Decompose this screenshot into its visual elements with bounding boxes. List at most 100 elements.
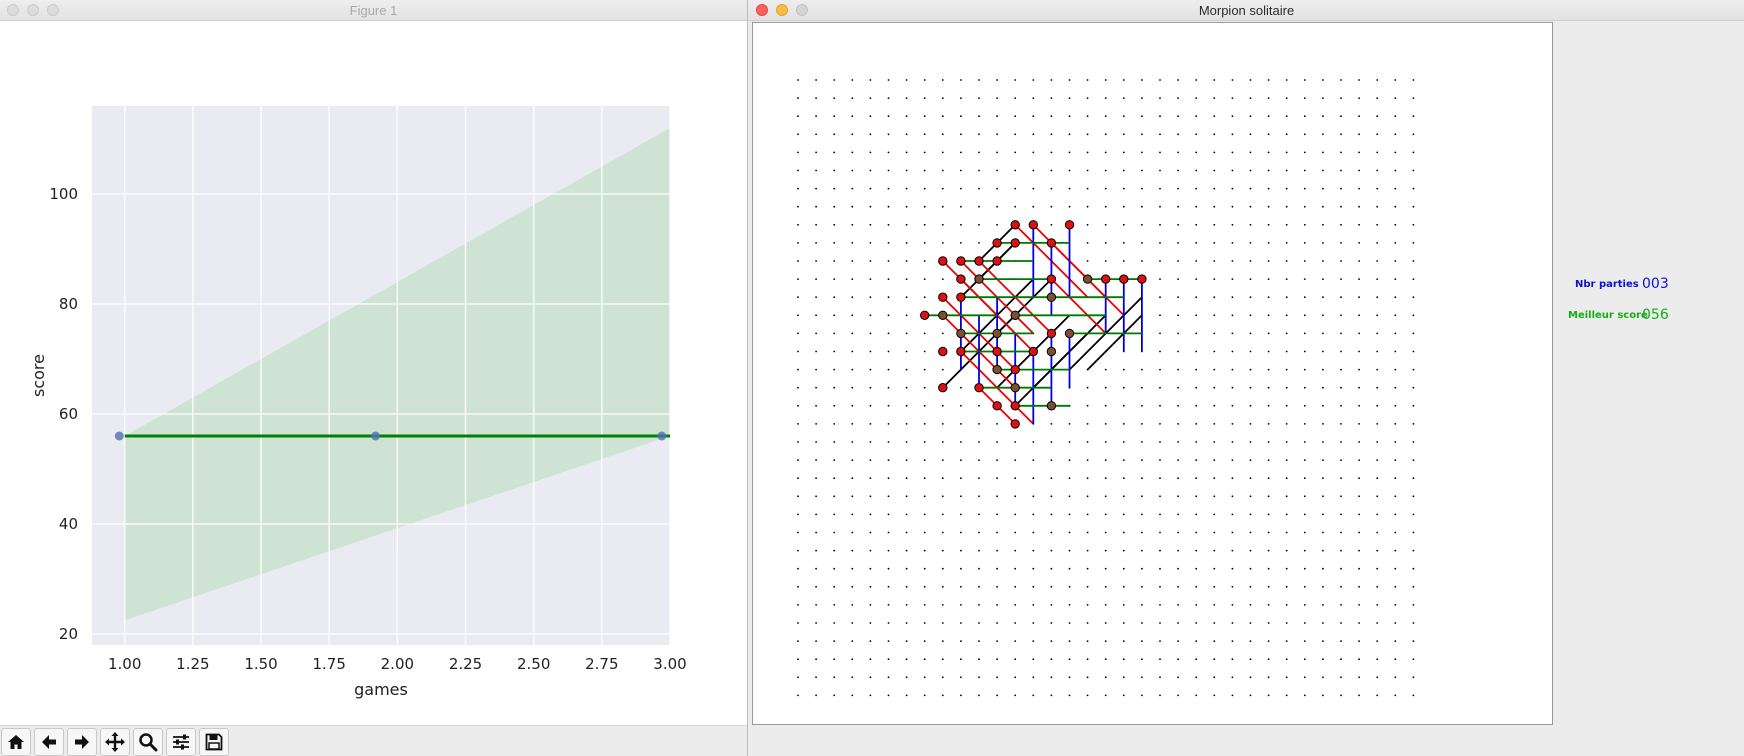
grid-dot [1050, 115, 1053, 118]
board-grid[interactable] [753, 23, 1554, 726]
figure-toolbar [0, 725, 747, 756]
grid-dot [1141, 97, 1143, 99]
grid-dot [1394, 495, 1397, 498]
regression-chart[interactable]: 1.00 1.25 1.50 1.75 2.00 2.25 2.50 2.75 3.00 20 40… [0, 21, 747, 725]
grid-dot [1068, 549, 1071, 552]
grid-dot [1104, 549, 1107, 552]
grid-dot [1195, 423, 1198, 425]
back-button[interactable] [34, 728, 64, 756]
zoom-window-icon[interactable] [796, 4, 808, 16]
close-icon[interactable] [7, 4, 19, 16]
grid-dot [1340, 640, 1342, 642]
grid-dot [1394, 477, 1397, 480]
grid-dot [797, 278, 799, 280]
grid-dot [1068, 151, 1071, 154]
plot-area[interactable]: 1.00 1.25 1.50 1.75 2.00 2.25 2.50 2.75 3.00 20 40… [0, 21, 747, 725]
grid-dot [905, 531, 908, 534]
grid-dot [978, 694, 980, 697]
pan-button[interactable] [100, 728, 130, 756]
grid-dot [1412, 404, 1415, 407]
grid-dot [1267, 332, 1270, 335]
grid-dot [1412, 115, 1415, 118]
grid-dot [1322, 441, 1324, 443]
grid-dot [1014, 477, 1017, 480]
grid-dot [1086, 205, 1089, 208]
grid-dot [1104, 404, 1107, 407]
figure-titlebar[interactable]: Figure 1 [0, 0, 747, 21]
grid-dot [1376, 694, 1379, 697]
grid-dot [1394, 115, 1397, 118]
minimize-icon[interactable] [27, 4, 39, 16]
grid-dot [1412, 133, 1415, 136]
grid-dot [996, 79, 998, 81]
grid-dot [1322, 205, 1324, 208]
grid-dot [996, 676, 998, 679]
grid-dot [887, 386, 890, 389]
zoom-button[interactable] [133, 728, 163, 756]
game-board[interactable] [752, 22, 1553, 725]
grid-dot [1394, 296, 1397, 299]
grid-dot [1086, 169, 1089, 172]
grid-dot [905, 513, 908, 516]
arrow-left-icon [42, 735, 56, 749]
grid-dot [833, 513, 836, 516]
grid-dot [960, 567, 962, 570]
game-titlebar[interactable]: Morpion solitaire [748, 0, 1744, 21]
grid-dot [923, 567, 926, 570]
grid-dot [1231, 314, 1234, 317]
grid-dot [1231, 459, 1234, 461]
grid-dot [1358, 459, 1360, 461]
grid-dot [1014, 205, 1017, 208]
grid-dot [1050, 549, 1053, 552]
close-icon[interactable] [756, 4, 768, 16]
zoom-window-icon[interactable] [47, 4, 59, 16]
grid-dot [1177, 585, 1179, 588]
minimize-icon[interactable] [776, 4, 788, 16]
grid-dot [1412, 604, 1415, 606]
grid-dot [887, 676, 890, 679]
grid-dot [905, 97, 908, 99]
grid-dot [941, 622, 944, 624]
grid-dot [887, 350, 890, 353]
grid-dot [1303, 332, 1306, 335]
grid-dot [1068, 495, 1071, 498]
grid-dot [1285, 549, 1288, 552]
grid-dot [1086, 386, 1089, 389]
home-button[interactable] [1, 728, 31, 756]
forward-button[interactable] [67, 728, 97, 756]
grid-dot [1086, 404, 1089, 407]
grid-dot [1032, 187, 1035, 190]
grid-dot [960, 404, 962, 407]
grid-dot [1231, 332, 1234, 335]
grid-dot [1285, 531, 1288, 534]
grid-dot [1086, 151, 1089, 154]
grid-dot [1104, 441, 1107, 443]
grid-dot [978, 604, 980, 606]
grid-dot [1322, 223, 1324, 226]
grid-dot [960, 441, 962, 443]
grid-dot [1104, 133, 1107, 136]
grid-dot [1376, 169, 1379, 172]
grid-dot [1340, 314, 1342, 317]
board-cross [938, 310, 948, 320]
grid-dot [1159, 513, 1161, 516]
grid-dot [1394, 404, 1397, 407]
configure-button[interactable] [166, 728, 196, 756]
board-cross [1046, 274, 1057, 284]
grid-dot [887, 404, 890, 407]
grid-dot [1340, 694, 1342, 697]
grid-dot [1231, 549, 1234, 552]
grid-dot [833, 658, 836, 661]
grid-dot [815, 187, 817, 190]
grid-dot [797, 223, 799, 226]
grid-dot [1104, 495, 1107, 498]
grid-dot [941, 205, 944, 208]
grid-dot [1086, 133, 1089, 136]
grid-dot [960, 187, 962, 190]
grid-dot [978, 459, 980, 461]
grid-dot [815, 640, 817, 642]
grid-dot [923, 549, 926, 552]
save-button[interactable] [199, 728, 229, 756]
board-cross [1046, 328, 1057, 339]
games-count-value: 003 [1642, 276, 1669, 292]
